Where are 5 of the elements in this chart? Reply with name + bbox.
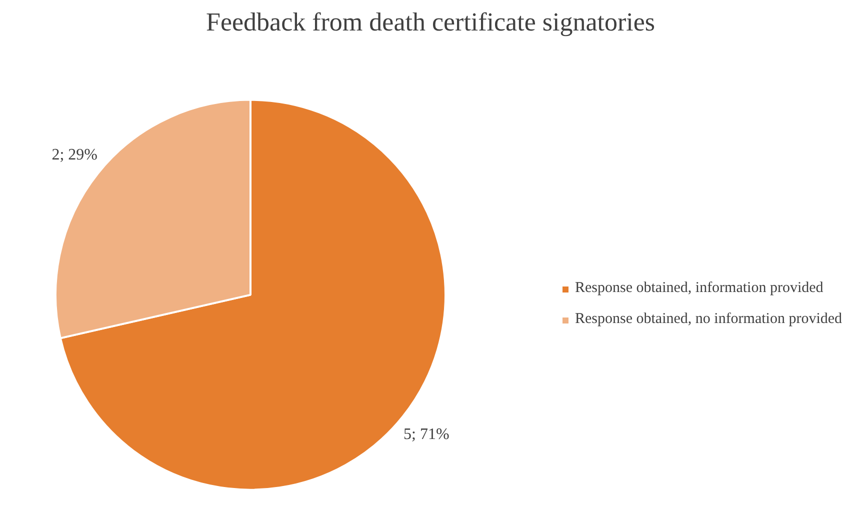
legend-label: Response obtained, information provided	[575, 280, 824, 297]
data-label: 2; 29%	[52, 146, 98, 164]
legend-label: Response obtained, no information provided	[575, 311, 842, 328]
data-label: 5; 71%	[404, 426, 450, 444]
chart-title: Feedback from death certificate signatories	[206, 8, 656, 36]
